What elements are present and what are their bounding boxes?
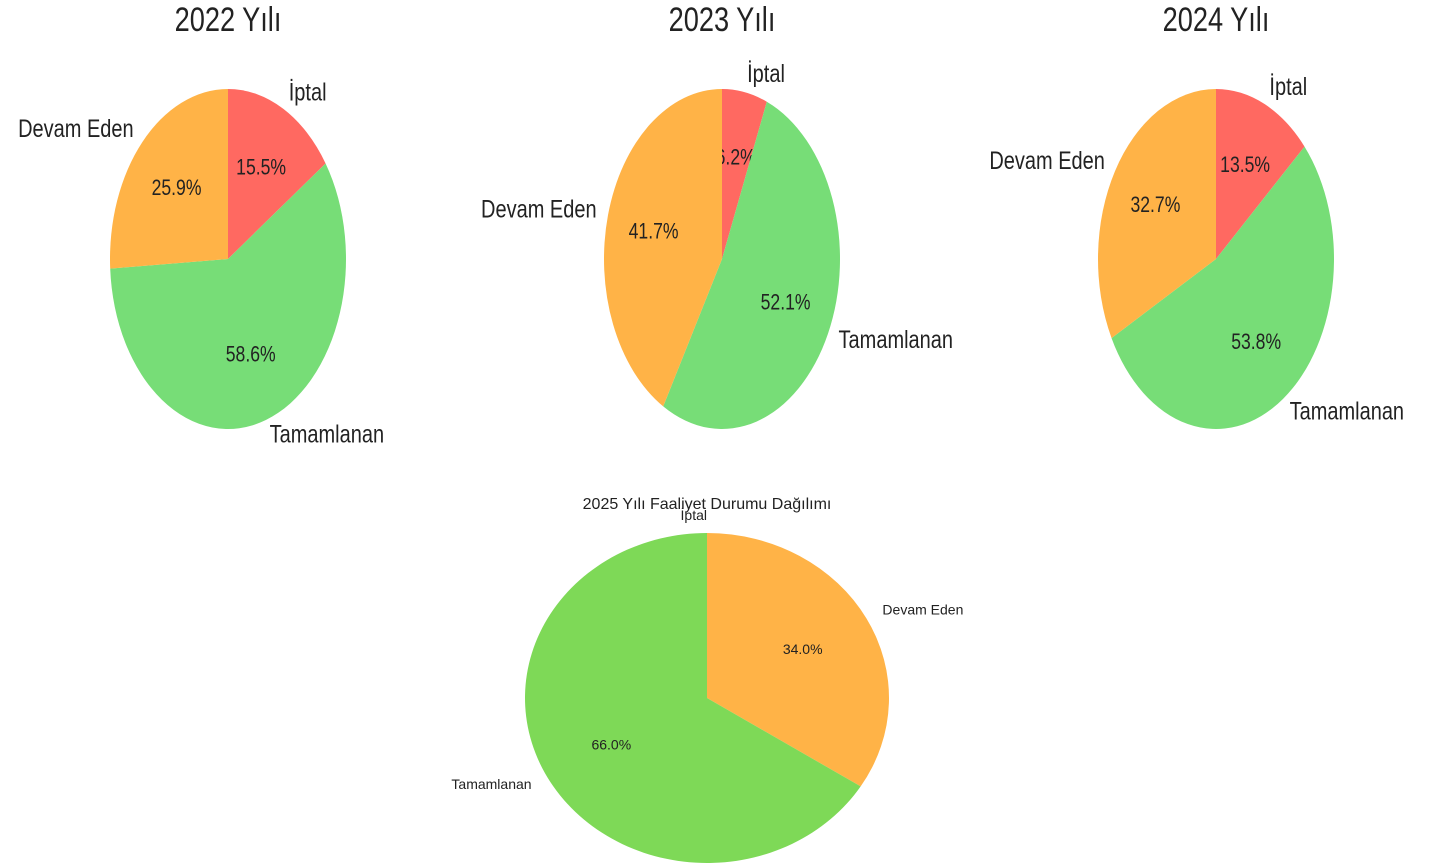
slice-label: Devam Eden [18,115,134,143]
pie-slice [663,101,840,429]
pie-slice [110,163,346,429]
slice-label: Devam Eden [481,195,597,223]
slice-percent: 25.9% [152,176,202,200]
pie-slice [722,89,767,259]
pie-slice [1111,146,1334,429]
slice-percent: 66.0% [591,736,631,752]
slice-percent: 32.7% [1130,193,1180,217]
slice-label: İptal [681,506,707,523]
chart-title: 2022 Yılı [175,0,282,39]
slice-label: İptal [747,60,785,88]
pie-slice [109,89,228,269]
pie-slice [1097,89,1216,339]
pie-slice [707,533,890,787]
slice-label: İptal [289,78,327,106]
slice-percent: 15.5% [236,156,286,180]
slice-label: Tamamlanan [1290,398,1404,426]
slice-percent: 53.8% [1231,330,1281,354]
slice-percent: 52.1% [761,291,811,315]
slice-percent: 41.7% [629,220,679,244]
slice-percent: 13.5% [1220,153,1270,177]
pie-slice [228,89,326,259]
slice-label: Devam Eden [882,601,963,617]
pie-slice [525,533,861,863]
pie-slice [603,89,722,407]
slice-label: Tamamlanan [451,776,531,792]
slice-label: İptal [1269,73,1307,101]
chart-title: 2025 Yılı Faaliyet Durumu Dağılımı [583,496,832,513]
slice-label: Devam Eden [989,147,1105,175]
slice-label: Tamamlanan [839,326,953,354]
chart-title: 2023 Yılı [669,0,776,39]
slice-percent: 58.6% [226,343,276,367]
slice-label: Tamamlanan [270,421,384,449]
pie-slice [1216,89,1305,259]
slice-percent: 34.0% [783,641,823,657]
chart-title: 2024 Yılı [1163,0,1270,39]
